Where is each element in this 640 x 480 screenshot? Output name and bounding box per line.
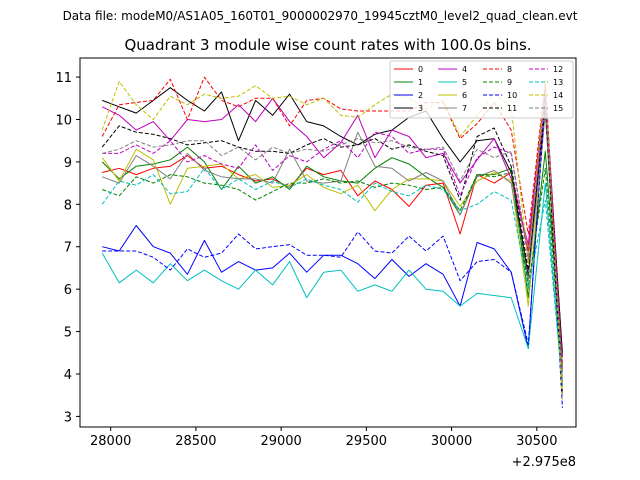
series-line-9 [102, 167, 563, 372]
x-tick-label: 30500 [516, 434, 557, 449]
legend-label-13: 13 [553, 78, 563, 87]
x-tick-label: 28500 [175, 434, 216, 449]
series-line-8 [101, 76, 563, 366]
series-line-4 [101, 85, 563, 396]
series-line-5 [101, 182, 563, 387]
legend-label-5: 5 [462, 78, 467, 87]
series-line-11 [101, 104, 563, 396]
x-axis: 28000 28500 29000 29500 30000 30500 [90, 427, 557, 449]
series-line-12 [102, 99, 563, 370]
legend-label-11: 11 [507, 104, 517, 113]
x-tick-label: 29500 [346, 434, 387, 449]
legend-label-14: 14 [553, 91, 563, 100]
legend-label-6: 6 [462, 91, 467, 100]
legend-label-3: 3 [418, 104, 423, 113]
series-line-13 [101, 167, 563, 385]
legend-label-4: 4 [462, 65, 467, 74]
legend-label-10: 10 [507, 91, 517, 100]
x-tick-label: 29000 [260, 434, 301, 449]
series-line-10 [102, 97, 563, 408]
y-tick-label: 4 [64, 368, 72, 383]
y-tick-label: 7 [64, 241, 72, 256]
y-tick-label: 10 [55, 114, 72, 129]
y-tick-label: 6 [64, 283, 72, 298]
series-layer [101, 76, 563, 408]
legend-label-9: 9 [507, 78, 512, 87]
series-line-3 [102, 87, 563, 353]
series-line-15 [102, 95, 563, 375]
series-line-0 [102, 97, 563, 383]
series-line-2 [102, 87, 563, 358]
legend-label-0: 0 [418, 65, 423, 74]
series-line-14 [101, 78, 563, 400]
x-tick-label: 28000 [90, 434, 131, 449]
series-line-7 [102, 112, 563, 366]
suptitle: Data file: modeM0/AS1A05_160T01_90000029… [63, 9, 578, 23]
x-offset-label: +2.975e8 [512, 455, 576, 470]
chart-title: Quadrant 3 module wise count rates with … [124, 36, 531, 54]
y-tick-label: 8 [64, 198, 72, 213]
y-tick-label: 3 [64, 410, 72, 425]
axes-frame [79, 57, 577, 428]
series-line-6 [101, 110, 563, 391]
series-line-1 [101, 146, 563, 366]
y-axis: 3 4 5 6 7 8 9 10 11 [55, 71, 80, 425]
y-tick-label: 9 [64, 156, 72, 171]
y-tick-label: 11 [55, 71, 72, 86]
legend-label-1: 1 [418, 78, 423, 87]
legend-label-2: 2 [418, 91, 423, 100]
x-tick-label: 30000 [431, 434, 472, 449]
legend-label-7: 7 [462, 104, 467, 113]
legend-label-12: 12 [553, 65, 563, 74]
legend-box [389, 60, 574, 119]
legend-label-15: 15 [553, 104, 563, 113]
legend-label-8: 8 [507, 65, 512, 74]
y-tick-label: 5 [64, 326, 72, 341]
plot-area: 28000 28500 29000 29500 30000 30500 345678910… [55, 57, 577, 470]
